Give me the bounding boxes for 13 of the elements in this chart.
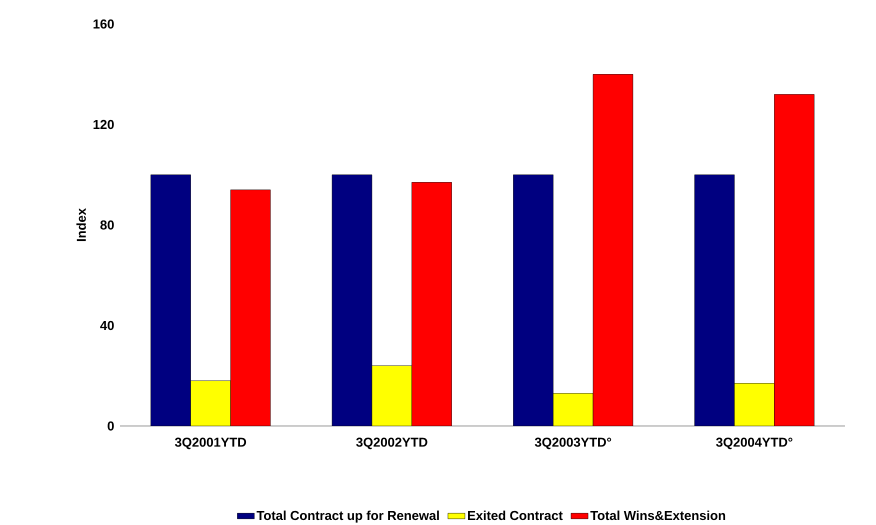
x-tick-label: 3Q2004YTD° (716, 437, 792, 449)
x-tick-label: 3Q2001YTD (174, 437, 246, 449)
legend-label: Total Wins&Extension (590, 510, 726, 520)
y-tick-label: 0 (108, 421, 114, 430)
legend-label: Total Contract up for Renewal (256, 510, 439, 522)
y-tick-label: 40 (100, 320, 114, 330)
y-axis-title: Index (76, 208, 86, 241)
x-tick-label: 3Q2003YTD° (534, 437, 612, 449)
legend-label: Exited Contract (468, 510, 563, 520)
x-tick-label: 3Q2002YTD (356, 437, 428, 449)
y-tick-label: 120 (94, 120, 114, 129)
y-tick-label: 80 (100, 220, 114, 230)
y-tick-label: 160 (94, 19, 114, 28)
